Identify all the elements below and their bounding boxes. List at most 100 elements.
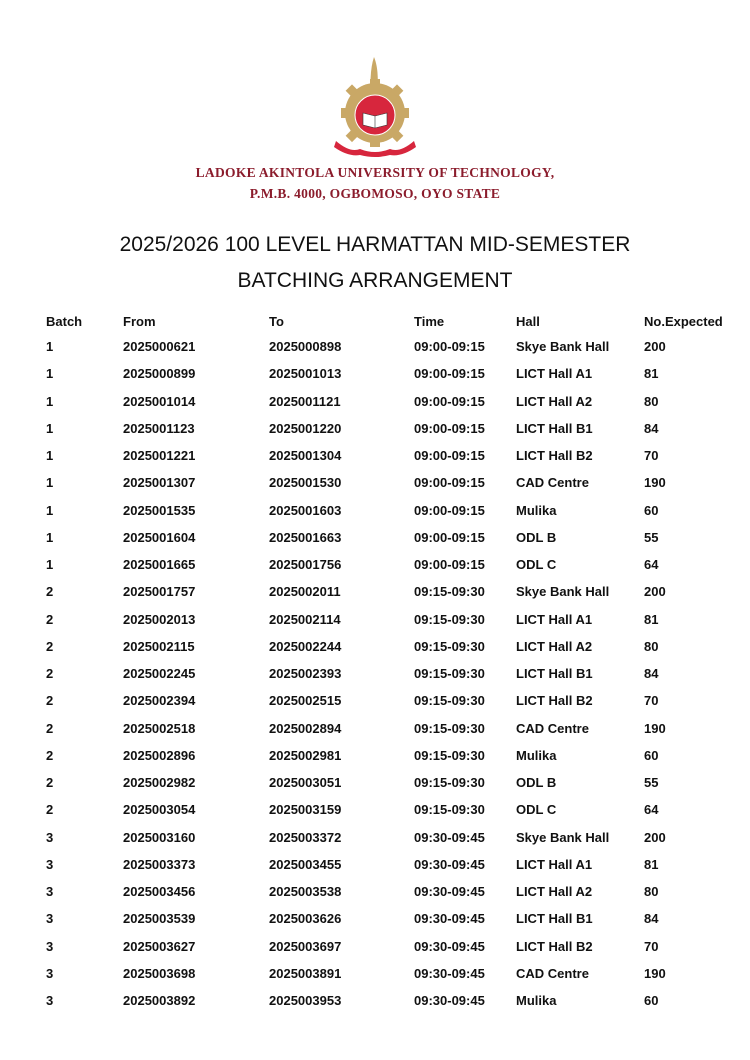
table-row: 1 2025001604 2025001663 09:00-09:15 ODL B 55 — [0, 524, 750, 551]
no-expected-cell: 64 — [644, 557, 659, 573]
from-cell: 2025001757 — [123, 584, 196, 600]
time-cell: 09:00-09:15 — [414, 339, 485, 355]
batch-cell: 1 — [46, 448, 54, 464]
from-cell: 2025003539 — [123, 911, 196, 927]
batch-cell: 2 — [46, 693, 54, 709]
batch-cell: 3 — [46, 829, 54, 845]
to-cell: 2025001530 — [269, 475, 342, 491]
to-cell: 2025001663 — [269, 529, 342, 545]
from-cell: 2025000899 — [123, 366, 196, 382]
hall-cell: CAD Centre — [516, 475, 589, 491]
column-header-to: To — [269, 313, 284, 329]
time-cell: 09:30-09:45 — [414, 856, 485, 872]
from-cell: 2025002394 — [123, 693, 196, 709]
hall-cell: ODL B — [516, 529, 557, 545]
table-row: 3 2025003539 2025003626 09:30-09:45 LICT Hal… — [0, 905, 750, 932]
table-row: 2 2025002245 2025002393 09:15-09:30 LICT Hal… — [0, 660, 750, 687]
to-cell: 2025003891 — [269, 965, 342, 981]
hall-cell: Skye Bank Hall — [516, 339, 610, 355]
hall-cell: CAD Centre — [516, 720, 589, 736]
to-cell: 2025003697 — [269, 938, 342, 954]
column-header-hall: Hall — [516, 313, 540, 329]
no-expected-cell: 70 — [644, 938, 659, 954]
to-cell: 2025003538 — [269, 884, 342, 900]
hall-cell: LICT Hall A1 — [516, 611, 593, 627]
hall-cell: LICT Hall B2 — [516, 693, 593, 709]
to-cell: 2025003159 — [269, 802, 342, 818]
from-cell: 2025002245 — [123, 666, 196, 682]
no-expected-cell: 200 — [644, 829, 666, 845]
to-cell: 2025001304 — [269, 448, 342, 464]
hall-cell: LICT Hall B1 — [516, 666, 593, 682]
no-expected-cell: 84 — [644, 420, 659, 436]
batch-cell: 2 — [46, 666, 54, 682]
table-row: 1 2025001307 2025001530 09:00-09:15 CAD Cent… — [0, 469, 750, 496]
no-expected-cell: 84 — [644, 666, 659, 682]
hall-cell: ODL C — [516, 802, 557, 818]
batch-cell: 1 — [46, 420, 54, 436]
to-cell: 2025003455 — [269, 856, 342, 872]
no-expected-cell: 60 — [644, 747, 659, 763]
hall-cell: Mulika — [516, 993, 557, 1009]
batch-cell: 3 — [46, 965, 54, 981]
batch-cell: 2 — [46, 747, 54, 763]
no-expected-cell: 81 — [644, 856, 659, 872]
time-cell: 09:00-09:15 — [414, 502, 485, 518]
to-cell: 2025001603 — [269, 502, 342, 518]
from-cell: 2025003054 — [123, 802, 196, 818]
hall-cell: LICT Hall A1 — [516, 366, 593, 382]
table-row: 2 2025002518 2025002894 09:15-09:30 CAD Cent… — [0, 715, 750, 742]
time-cell: 09:00-09:15 — [414, 529, 485, 545]
from-cell: 2025003456 — [123, 884, 196, 900]
to-cell: 2025000898 — [269, 339, 342, 355]
document-title-line2: BATCHING ARRANGEMENT — [237, 269, 513, 292]
batch-cell: 3 — [46, 911, 54, 927]
time-cell: 09:30-09:45 — [414, 993, 485, 1009]
from-cell: 2025003892 — [123, 993, 196, 1009]
from-cell: 2025003627 — [123, 938, 196, 954]
university-crest-logo — [334, 57, 416, 157]
from-cell: 2025002896 — [123, 747, 196, 763]
time-cell: 09:30-09:45 — [414, 911, 485, 927]
no-expected-cell: 200 — [644, 584, 666, 600]
no-expected-cell: 190 — [644, 475, 666, 491]
no-expected-cell: 81 — [644, 366, 659, 382]
from-cell: 2025001123 — [123, 420, 195, 436]
no-expected-cell: 55 — [644, 775, 659, 791]
from-cell: 2025002518 — [123, 720, 196, 736]
no-expected-cell: 84 — [644, 911, 659, 927]
from-cell: 2025003160 — [123, 829, 196, 845]
to-cell: 2025001013 — [269, 366, 342, 382]
time-cell: 09:15-09:30 — [414, 747, 485, 763]
table-header-row: Batch From To Time Hall No.Expected — [0, 309, 750, 333]
no-expected-cell: 70 — [644, 693, 659, 709]
table-row: 2 2025001757 2025002011 09:15-09:30 Skye Ban… — [0, 578, 750, 605]
hall-cell: Mulika — [516, 502, 557, 518]
from-cell: 2025000621 — [123, 339, 196, 355]
no-expected-cell: 60 — [644, 993, 659, 1009]
time-cell: 09:15-09:30 — [414, 802, 485, 818]
from-cell: 2025001535 — [123, 502, 196, 518]
table-row: 1 2025000621 2025000898 09:00-09:15 Skye Ban… — [0, 333, 750, 360]
batch-cell: 3 — [46, 884, 54, 900]
no-expected-cell: 70 — [644, 448, 659, 464]
no-expected-cell: 60 — [644, 502, 659, 518]
time-cell: 09:15-09:30 — [414, 693, 485, 709]
table-row: 2 2025002896 2025002981 09:15-09:30 Mulika 60 — [0, 742, 750, 769]
table-row: 3 2025003456 2025003538 09:30-09:45 LICT Hal… — [0, 878, 750, 905]
batch-cell: 2 — [46, 584, 54, 600]
to-cell: 2025002981 — [269, 747, 342, 763]
to-cell: 2025002011 — [269, 584, 341, 600]
to-cell: 2025003626 — [269, 911, 342, 927]
to-cell: 2025002114 — [269, 611, 341, 627]
to-cell: 2025002244 — [269, 638, 342, 654]
hall-cell: LICT Hall B2 — [516, 938, 593, 954]
table-row: 2 2025003054 2025003159 09:15-09:30 ODL C 64 — [0, 796, 750, 823]
table-row: 3 2025003892 2025003953 09:30-09:45 Mulika 60 — [0, 987, 750, 1014]
to-cell: 2025003051 — [269, 775, 342, 791]
column-header-from: From — [123, 313, 156, 329]
table-row: 1 2025001535 2025001603 09:00-09:15 Mulika 60 — [0, 497, 750, 524]
to-cell: 2025002393 — [269, 666, 342, 682]
to-cell: 2025003372 — [269, 829, 342, 845]
hall-cell: LICT Hall A2 — [516, 638, 593, 654]
